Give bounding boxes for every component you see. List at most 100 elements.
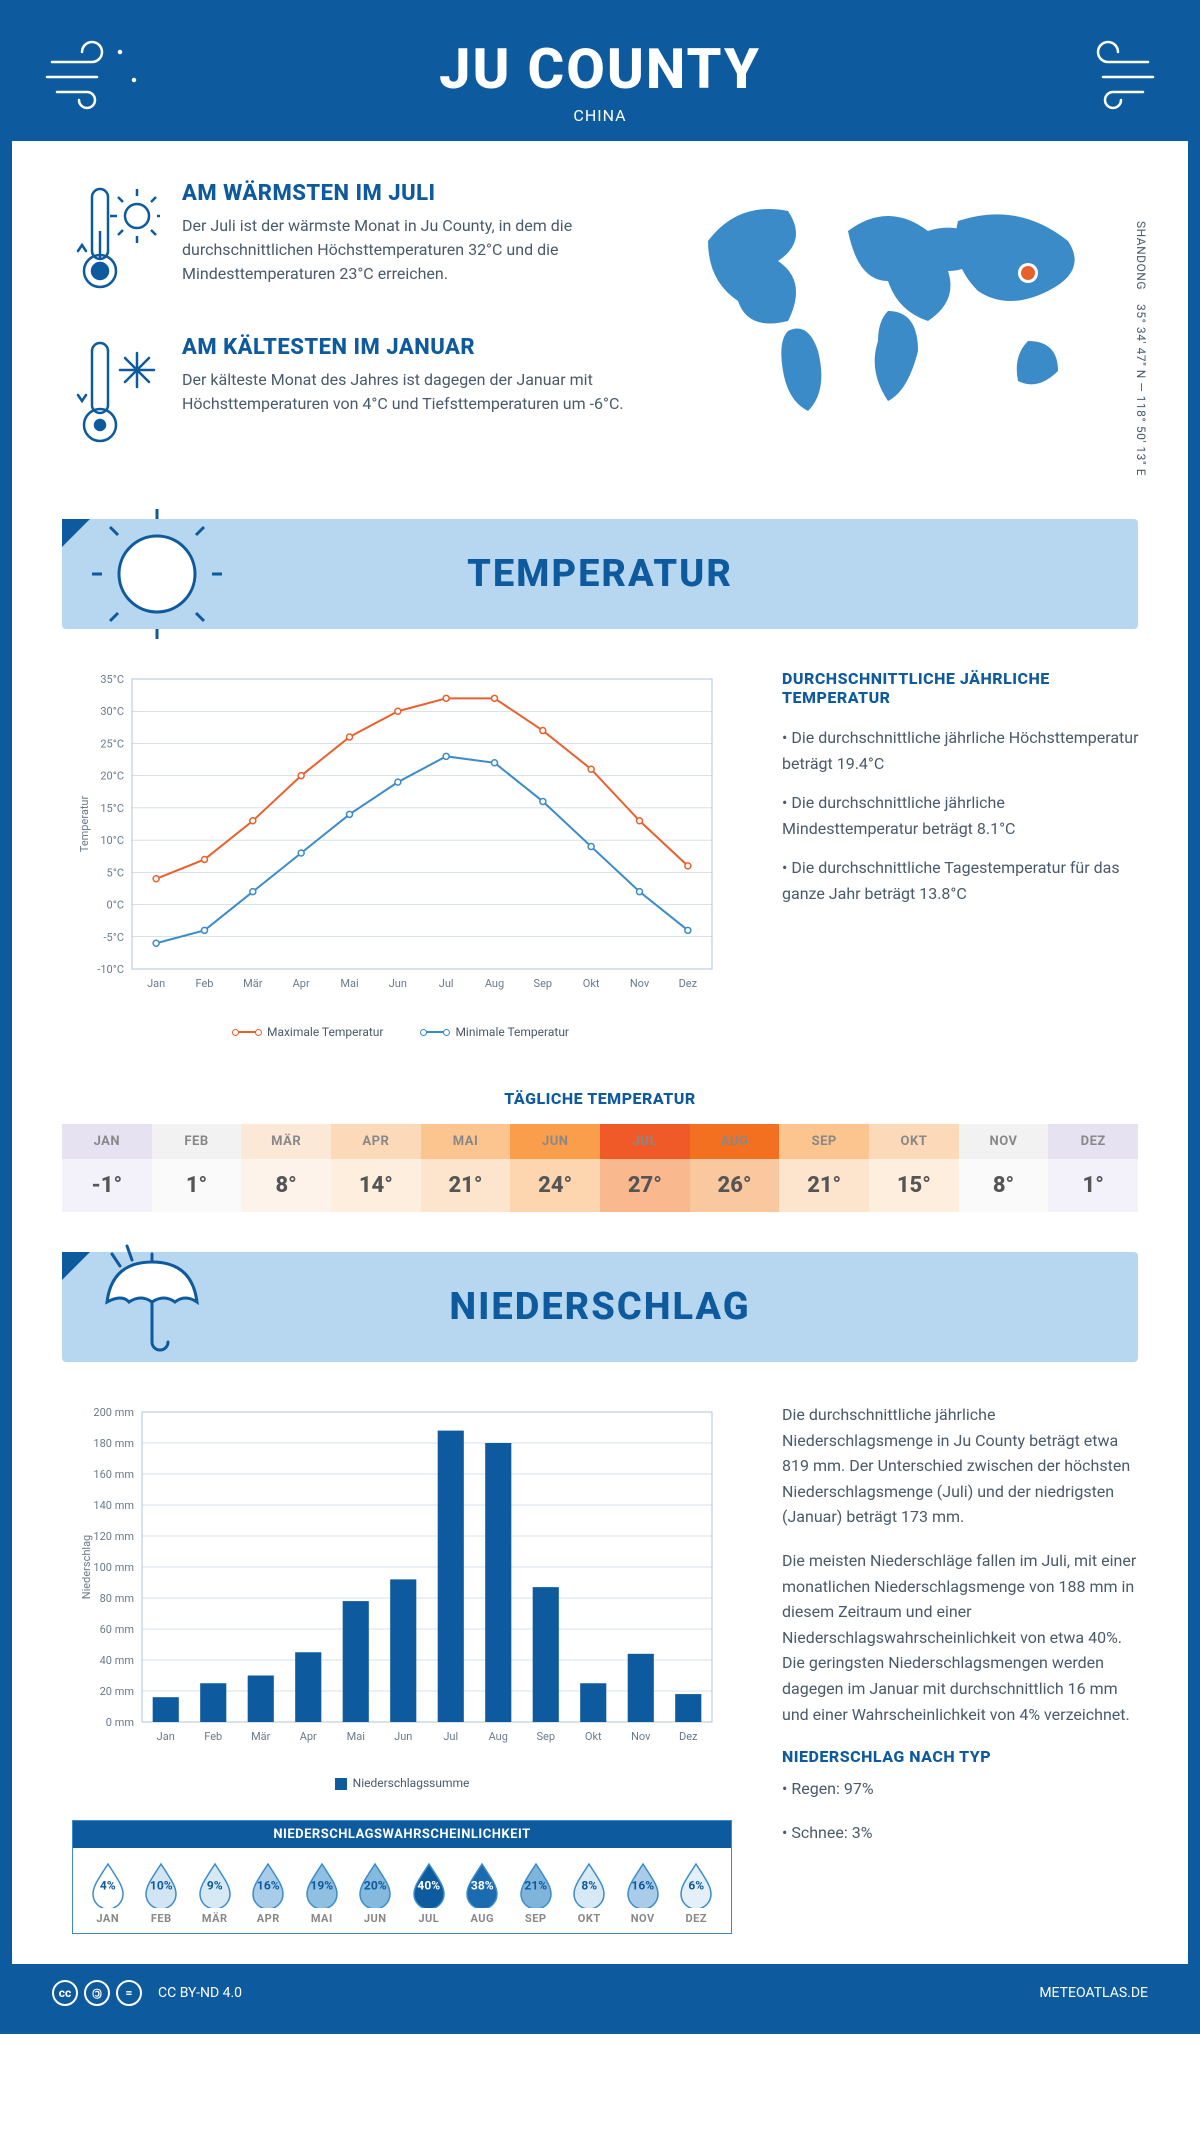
temp-info: DURCHSCHNITTLICHE JÄHRLICHE TEMPERATUR •… [782,669,1142,1039]
world-map-icon [688,181,1108,441]
precip-info: Die durchschnittliche jährliche Niedersc… [782,1402,1142,1934]
svg-text:30°C: 30°C [100,705,124,718]
sun-icon [92,509,222,639]
warmest-block: AM WÄRMSTEN IM JULI Der Juli ist der wär… [72,181,648,305]
svg-text:Jun: Jun [394,1730,412,1743]
temp-cell: NOV8° [959,1124,1049,1212]
wind-icon [42,32,162,112]
svg-text:Feb: Feb [196,977,214,990]
precip-banner: NIEDERSCHLAG [62,1252,1138,1362]
warmest-title: AM WÄRMSTEN IM JULI [182,181,648,206]
svg-text:Okt: Okt [583,977,600,990]
thermometer-sun-icon [72,181,162,301]
coldest-text: Der kälteste Monat des Jahres ist dagege… [182,368,648,416]
prob-cell: 4%JAN [81,1860,135,1925]
svg-text:15°C: 15°C [100,802,124,815]
svg-text:Nov: Nov [630,977,650,990]
temp-cell: JAN-1° [62,1124,152,1212]
prob-cell: 8%OKT [563,1860,617,1925]
temp-cell: APR14° [331,1124,421,1212]
temp-cell: DEZ1° [1048,1124,1138,1212]
svg-text:Aug: Aug [489,1730,508,1743]
wind-icon [1038,32,1158,112]
svg-text:35°C: 35°C [100,673,124,686]
svg-text:Mär: Mär [243,977,263,990]
temp-cell: OKT15° [869,1124,959,1212]
svg-text:Sep: Sep [534,977,553,990]
coordinates-label: SHANDONG 35° 34' 47" N — 118° 50' 13" E [1134,221,1148,476]
svg-text:0 mm: 0 mm [106,1716,134,1729]
svg-text:Apr: Apr [300,1730,317,1743]
prob-cell: 21%SEP [509,1860,563,1925]
svg-text:Okt: Okt [585,1730,602,1743]
svg-text:Mai: Mai [347,1730,365,1743]
prob-cell: 19%MAI [295,1860,349,1925]
svg-text:200 mm: 200 mm [93,1406,134,1419]
svg-text:120 mm: 120 mm [93,1530,134,1543]
probability-box: NIEDERSCHLAGSWAHRSCHEINLICHKEIT 4%JAN10%… [72,1820,732,1934]
site-name: METEOATLAS.DE [1039,1985,1148,2001]
temp-cell: AUG26° [690,1124,780,1212]
svg-text:100 mm: 100 mm [93,1561,134,1574]
header: JU COUNTY CHINA [12,12,1188,141]
prob-cell: 16%APR [242,1860,296,1925]
warmest-text: Der Juli ist der wärmste Monat in Ju Cou… [182,214,648,286]
svg-text:Jun: Jun [389,977,407,990]
country-label: CHINA [12,106,1188,125]
temperature-banner: TEMPERATUR [62,519,1138,629]
svg-text:Temperatur: Temperatur [78,796,91,853]
svg-text:10°C: 10°C [100,834,124,847]
umbrella-icon [92,1242,212,1362]
svg-text:25°C: 25°C [100,737,124,750]
svg-text:Mär: Mär [251,1730,271,1743]
svg-text:Jul: Jul [439,977,454,990]
svg-text:5°C: 5°C [107,866,124,879]
prob-cell: 38%AUG [456,1860,510,1925]
svg-text:Dez: Dez [679,977,698,990]
svg-text:180 mm: 180 mm [93,1437,134,1450]
svg-text:Nov: Nov [631,1730,651,1743]
coldest-block: AM KÄLTESTEN IM JANUAR Der kälteste Mona… [72,335,648,459]
temp-cell: SEP21° [779,1124,869,1212]
temp-cell: JUL27° [600,1124,690,1212]
prob-cell: 10%FEB [135,1860,189,1925]
cc-license-icons: cc🄯= CC BY-ND 4.0 [52,1980,242,2006]
thermometer-snow-icon [72,335,162,455]
prob-cell: 20%JUN [349,1860,403,1925]
temp-legend: Maximale Temperatur Minimale Temperatur [72,1025,732,1039]
svg-text:80 mm: 80 mm [100,1592,134,1605]
svg-text:20°C: 20°C [100,770,124,783]
temp-cell: MÄR8° [241,1124,331,1212]
svg-text:Niederschlag: Niederschlag [80,1535,93,1599]
prob-cell: 40%JUL [402,1860,456,1925]
svg-text:60 mm: 60 mm [100,1623,134,1636]
prob-cell: 9%MÄR [188,1860,242,1925]
svg-text:Feb: Feb [204,1730,222,1743]
precipitation-chart: 0 mm 20 mm 40 mm 60 mm 80 mm 100 mm 120 mm 140 … [72,1402,732,1762]
svg-text:Jan: Jan [147,977,165,990]
svg-text:-5°C: -5°C [104,931,125,944]
footer: cc🄯= CC BY-ND 4.0 METEOATLAS.DE [12,1964,1188,2022]
intro-section: AM WÄRMSTEN IM JULI Der Juli ist der wär… [12,141,1188,519]
temp-cell: JUN24° [510,1124,600,1212]
daily-temp-grid: JAN-1°FEB1°MÄR8°APR14°MAI21°JUN24°JUL27°… [62,1124,1138,1212]
coldest-title: AM KÄLTESTEN IM JANUAR [182,335,648,360]
precip-title: NIEDERSCHLAG [62,1285,1138,1329]
svg-text:140 mm: 140 mm [93,1499,134,1512]
svg-text:-10°C: -10°C [97,963,124,976]
svg-text:Jan: Jan [157,1730,175,1743]
temperature-title: TEMPERATUR [62,552,1138,596]
svg-text:0°C: 0°C [107,899,124,912]
precip-legend: Niederschlagssumme [72,1776,732,1790]
svg-text:40 mm: 40 mm [100,1654,134,1667]
daily-temp-title: TÄGLICHE TEMPERATUR [12,1089,1188,1108]
temp-cell: FEB1° [152,1124,242,1212]
svg-text:Aug: Aug [485,977,504,990]
svg-text:Dez: Dez [679,1730,698,1743]
svg-text:20 mm: 20 mm [100,1685,134,1698]
temperature-chart: -10°C -5°C 0°C 5°C 10°C 15°C 20°C 25°C 30°C 35°C J… [72,669,732,1009]
prob-cell: 16%NOV [616,1860,670,1925]
svg-text:Jul: Jul [443,1730,458,1743]
temp-cell: MAI21° [421,1124,511,1212]
page-title: JU COUNTY [12,36,1188,102]
